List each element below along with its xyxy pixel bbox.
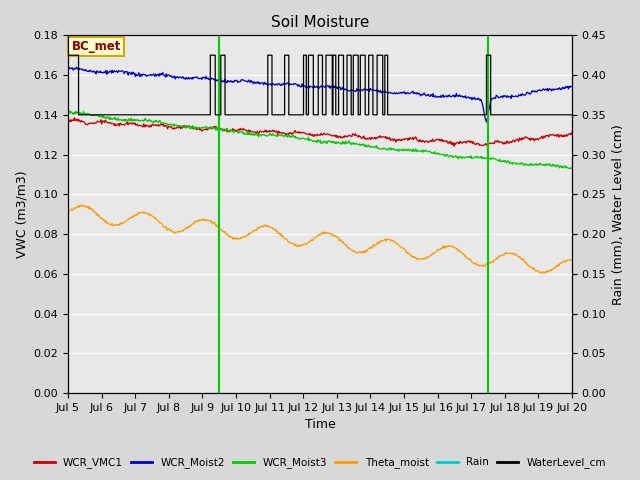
Y-axis label: VWC (m3/m3): VWC (m3/m3) bbox=[15, 170, 28, 258]
Legend: WCR_VMC1, WCR_Moist2, WCR_Moist3, Theta_moist, Rain, WaterLevel_cm: WCR_VMC1, WCR_Moist2, WCR_Moist3, Theta_… bbox=[29, 453, 611, 472]
Y-axis label: Rain (mm), Water Level (cm): Rain (mm), Water Level (cm) bbox=[612, 124, 625, 305]
X-axis label: Time: Time bbox=[305, 419, 335, 432]
Title: Soil Moisture: Soil Moisture bbox=[271, 15, 369, 30]
Text: BC_met: BC_met bbox=[72, 40, 121, 53]
